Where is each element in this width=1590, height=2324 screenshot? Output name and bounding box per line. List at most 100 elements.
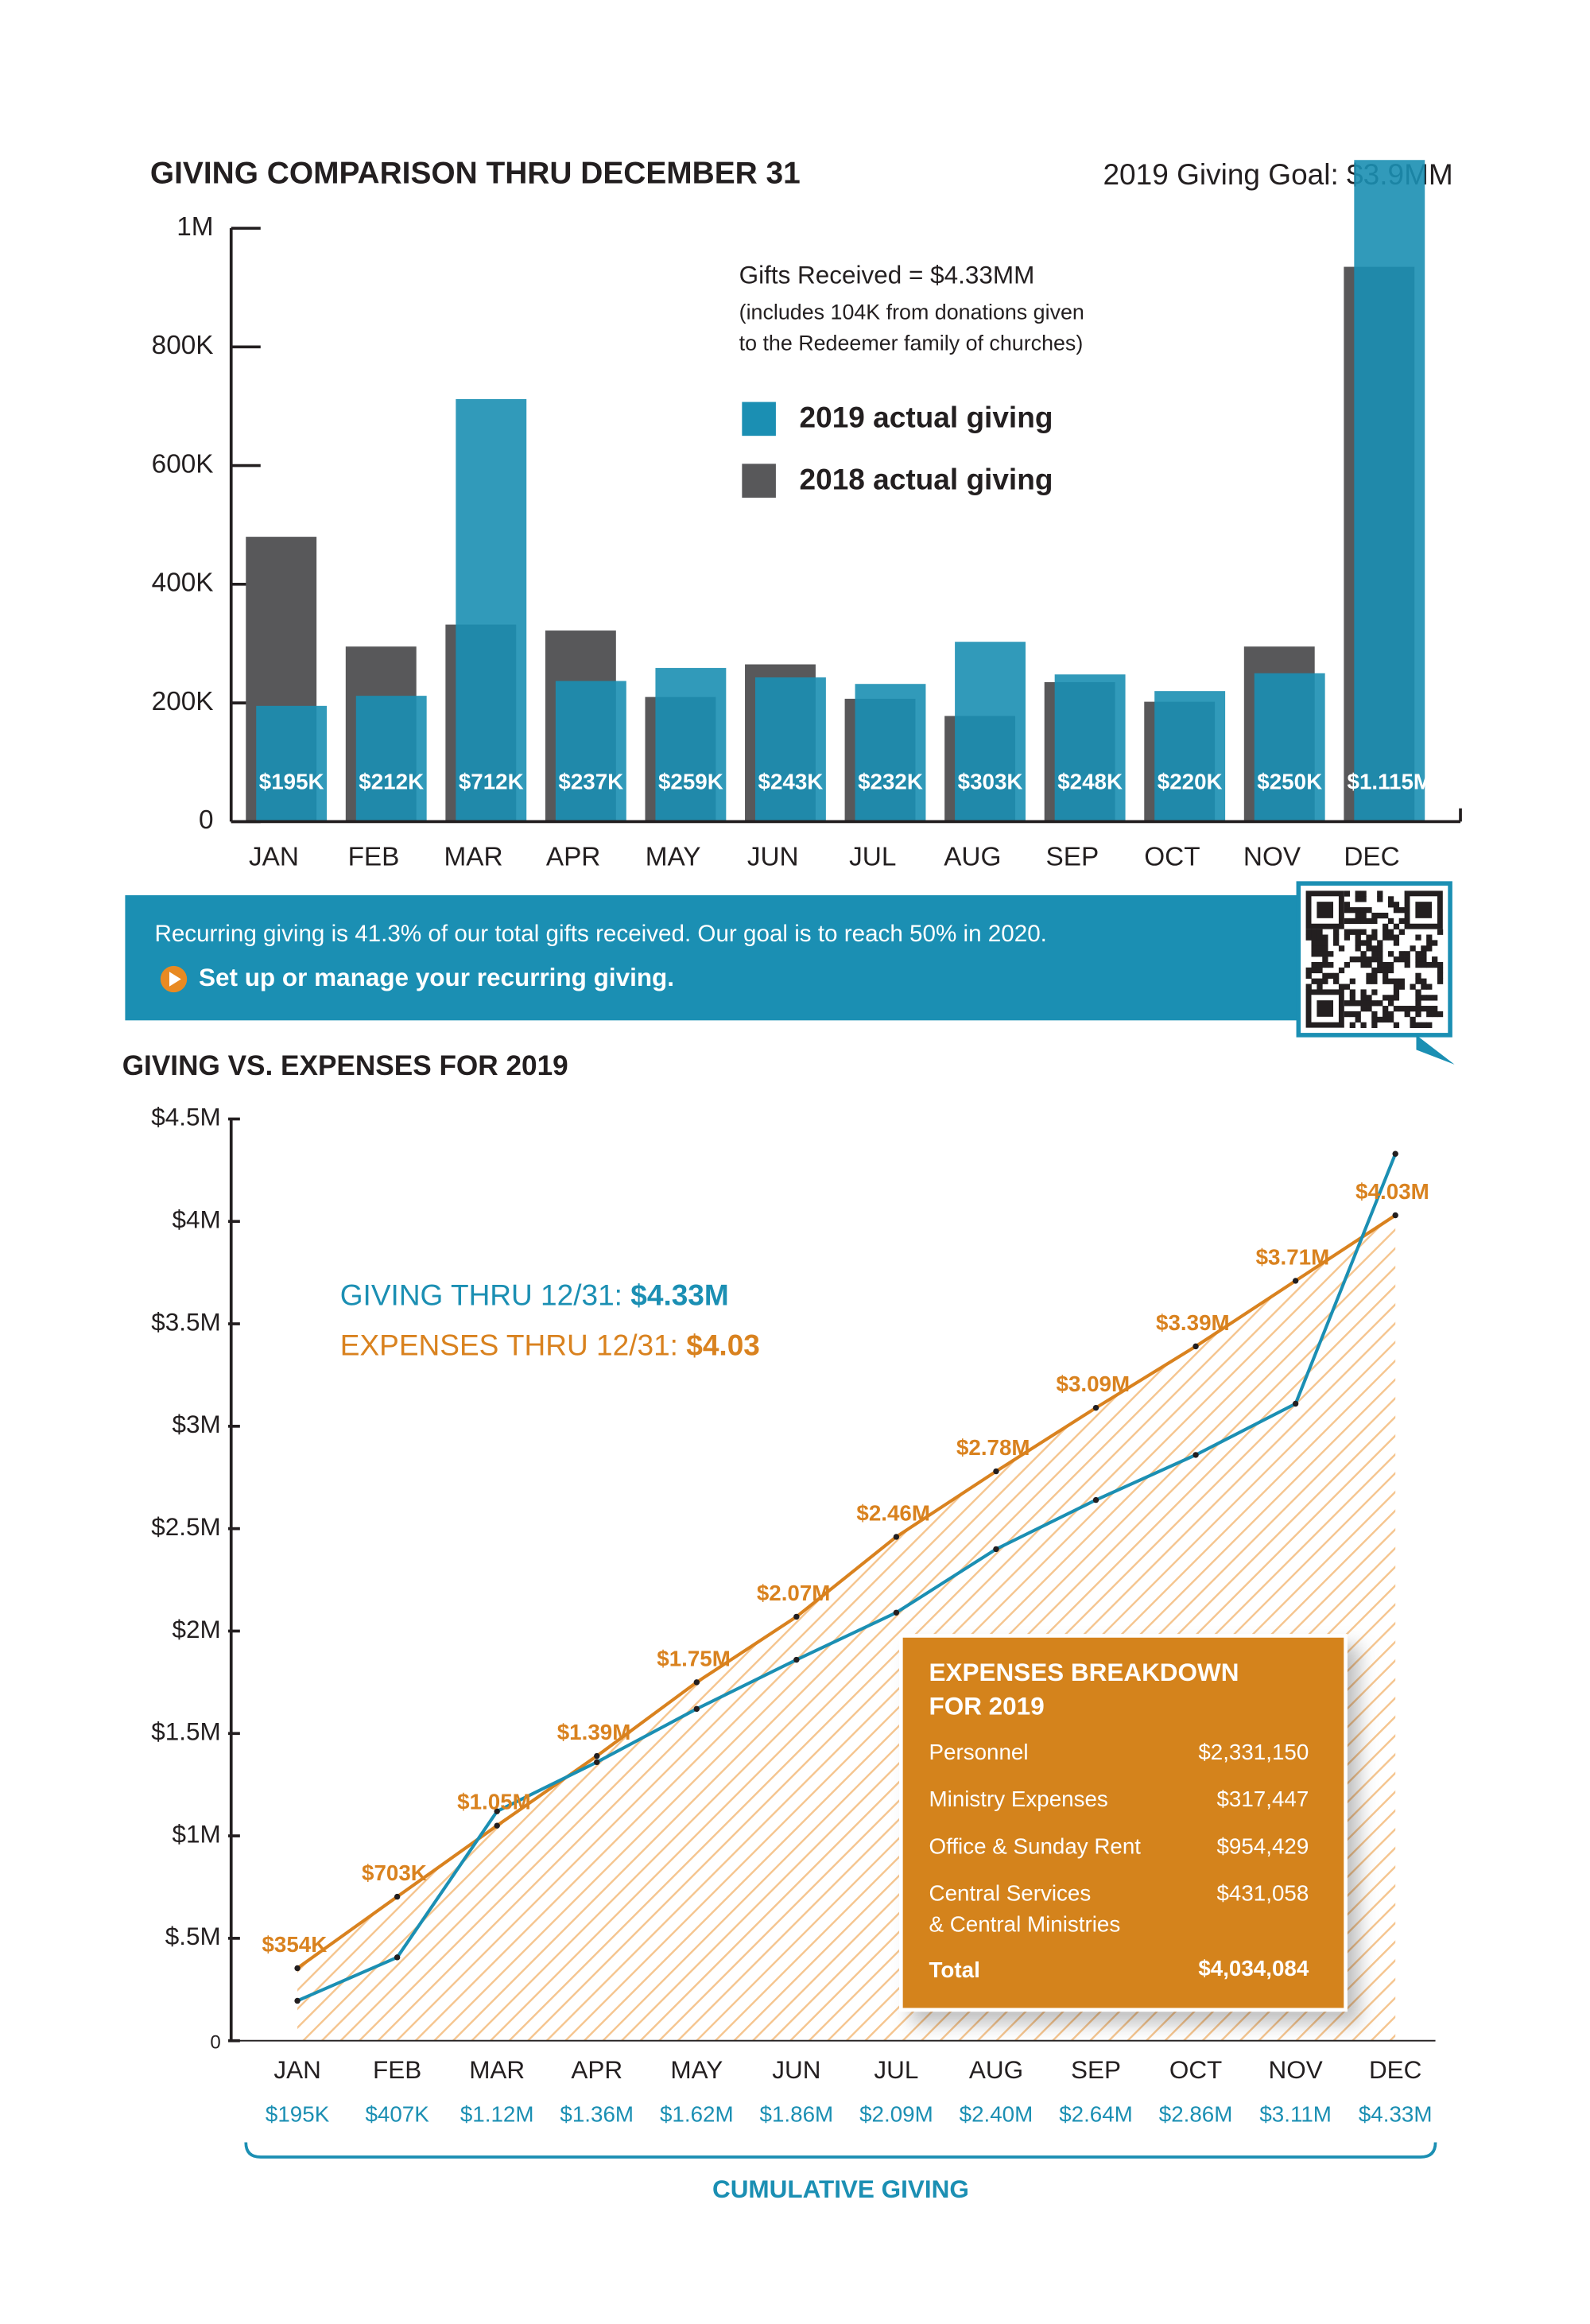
bar [355,696,427,822]
qr-module [1387,902,1394,908]
qr-module [1349,978,1355,984]
qr-module [1360,995,1367,1001]
qr-module [1317,967,1323,974]
qr-module [1437,978,1444,984]
qr-module [1360,956,1367,963]
qr-module [1371,929,1378,935]
qr-module [1421,995,1427,1001]
annotation: Gifts Received = $4.33MM [739,261,1035,289]
qr-module [1393,923,1400,929]
qr-module [1328,972,1334,979]
qr-module [1366,995,1372,1001]
bracket [244,2142,1437,2159]
banner-link[interactable]: Set up or manage your recurring giving. [160,964,674,993]
qr-module [1393,984,1400,990]
qr-module [1344,1011,1351,1018]
qr-module [1371,1016,1378,1023]
qr-module [1317,951,1323,957]
breakdown-amount: $317,447 [1216,1787,1309,1811]
qr-module [1349,995,1355,1001]
qr-module [1432,940,1438,946]
y-tick-label: $1.5M [151,1718,220,1746]
qr-module [1410,1006,1416,1012]
qr-module [1383,995,1389,1001]
qr-module [1355,912,1361,919]
x-tick-label: JUN [747,842,799,871]
qr-module [1371,945,1378,952]
qr-module [1398,907,1405,914]
qr-module [1360,907,1367,914]
qr-module [1377,940,1383,946]
qr-module [1311,934,1317,941]
qr-module [1344,890,1351,897]
qr-module [1349,1000,1355,1007]
qr-module [1393,956,1400,963]
qr-module [1377,1016,1383,1023]
link-icon-arrow[interactable] [169,972,181,987]
qr-module [1333,929,1340,935]
qr-module [1393,934,1400,941]
breakdown-amount: $2,331,150 [1198,1740,1309,1764]
qr-module [1421,1006,1427,1012]
value-label: $1.39M [557,1720,631,1744]
qr-module [1355,934,1361,941]
x-tick-label: SEP [1046,842,1099,871]
qr-module [1383,1011,1389,1018]
point [294,1965,301,1972]
qr-module [1415,934,1421,941]
x-tick-label: AUG [944,842,1001,871]
bar [755,677,826,822]
qr-module [1317,934,1323,941]
link-text[interactable]: Set up or manage your recurring giving. [199,964,674,991]
qr-module [1366,918,1372,925]
qr-module [1371,1022,1378,1028]
qr-module [1338,967,1345,974]
value-label: $1.115M [1348,770,1433,794]
value-label: $703K [362,1860,427,1885]
qr-module [1415,1022,1421,1028]
qr-module [1426,961,1433,968]
qr-module [1415,956,1421,963]
qr-module [1317,929,1323,935]
qr-module [1377,890,1383,897]
point [1192,1452,1199,1458]
qr-module [1432,956,1438,963]
x-tick-label: DEC [1369,2056,1421,2084]
qr-module [1344,934,1351,941]
qr-module [1311,929,1317,935]
value-label: $2.78M [956,1435,1030,1460]
qr-module [1305,934,1312,941]
bar [855,684,926,822]
qr-module [1398,918,1405,925]
qr-module [1377,951,1383,957]
breakdown-label: Central Services [929,1881,1092,1906]
qr-module [1404,961,1410,968]
point [494,1808,500,1814]
qr-module [1383,1006,1389,1012]
qr-module [1366,972,1372,979]
qr-module [1377,912,1383,919]
x-tick-label: APR [546,842,601,871]
qr-module [1404,956,1410,963]
qr-module [1344,918,1351,925]
qr-module [1377,945,1383,952]
cumulative-label: $3.11M [1259,2101,1332,2126]
value-label: $237K [558,770,623,794]
qr-module [1360,890,1367,897]
qr-module [1328,961,1334,968]
y-tick-label: $4.5M [151,1104,220,1131]
qr-module [1371,951,1378,957]
qr-module [1360,918,1367,925]
qr-module [1360,1000,1367,1007]
qr-module [1415,951,1421,957]
qr-module [1311,978,1317,984]
breakdown-label: Ministry Expenses [929,1787,1108,1811]
qr-module [1421,956,1427,963]
qr-module [1371,912,1378,919]
x-tick-label: JUL [849,842,896,871]
qr-module [1366,978,1372,984]
qr-module [1360,951,1367,957]
value-label: $220K [1158,770,1223,794]
qr-module [1432,961,1438,968]
qr-module [1393,907,1400,914]
